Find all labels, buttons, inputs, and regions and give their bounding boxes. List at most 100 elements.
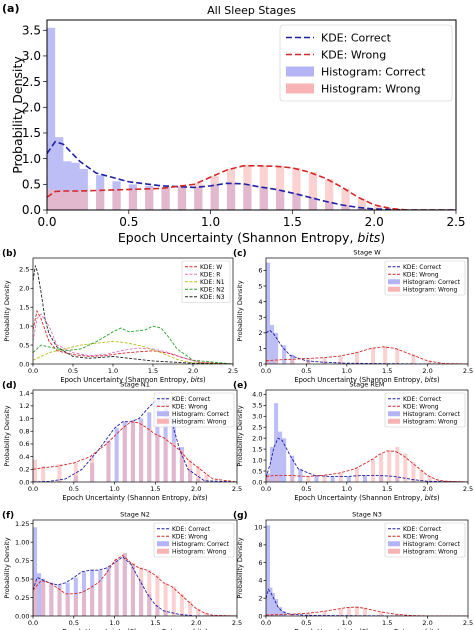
legend-entry: KDE: Wrong — [321, 48, 386, 61]
kde-line-n1 — [33, 340, 233, 364]
legend-entry: Histogram: Wrong — [403, 418, 458, 425]
axes-frame — [265, 389, 469, 483]
x-tick-label: 0.0 — [28, 485, 38, 493]
y-tick-label: 2.5 — [252, 424, 262, 432]
panel-d: 0.0 0.5 1.0 1.5 2.0 2.5 0.0 0.2 0.4 0.6 0.8 1.0 1.2 1… — [2, 381, 242, 503]
plot-area-e — [266, 403, 468, 482]
panel-title: Stage N3 — [352, 511, 382, 519]
legend-entry: KDE: Wrong — [403, 403, 439, 410]
y-tick-label: 0.5 — [22, 178, 41, 192]
axes-frame — [265, 257, 469, 365]
x-tick-label: 2.0 — [422, 367, 432, 375]
y-tick-label: 0.8 — [19, 428, 29, 436]
panel-label: (f) — [2, 511, 14, 521]
legend-entry: KDE: Wrong — [172, 533, 208, 540]
x-tick-label: 0.5 — [69, 619, 79, 627]
x-tick-label: 0.0 — [261, 619, 271, 627]
legend-swatch — [388, 411, 400, 417]
y-tick-label: 8 — [258, 541, 262, 549]
legend-entry: KDE: Wrong — [172, 403, 208, 410]
legend-swatch — [157, 548, 169, 554]
y-tick-label: 2 — [258, 329, 262, 337]
y-tick-label: 1.5 — [22, 126, 41, 140]
y-tick-label: 0.0 — [252, 478, 262, 486]
y-tick-label: 0.4 — [19, 453, 29, 461]
legend-swatch — [286, 66, 314, 77]
y-tick-label: 1.2 — [19, 402, 29, 410]
x-tick-label: 1.5 — [148, 367, 158, 375]
kde-line-r — [33, 313, 233, 364]
y-tick-label: 0.25 — [15, 594, 29, 602]
y-tick-label: 6 — [258, 559, 262, 567]
y-tick-label: 0.5 — [19, 341, 29, 349]
histogram-wrong-bars — [47, 164, 383, 210]
x-tick-label: 2.0 — [365, 215, 384, 229]
y-tick-label: 0.50 — [15, 575, 29, 583]
legend-swatch — [388, 286, 400, 292]
kde-line-correct — [266, 437, 468, 482]
x-tick-label: 0.0 — [28, 367, 38, 375]
x-tick-label: 1.5 — [150, 619, 160, 627]
y-tick-label: 1.5 — [252, 445, 262, 453]
panel-label: (e) — [233, 381, 247, 391]
legend-entry: KDE: Wrong — [403, 271, 439, 278]
y-tick-label: 0.6 — [19, 440, 29, 448]
x-tick-label: 0.0 — [37, 215, 56, 229]
y-tick-label: 0.0 — [22, 203, 41, 217]
panel-b: 0.0 0.5 1.0 1.5 2.0 2.5 0.0 0.5 1.0 1.5 2.0 2.5 Epoc… — [2, 249, 238, 384]
legend-entry: KDE: R — [200, 271, 220, 278]
x-tick-label: 2.5 — [463, 367, 473, 375]
x-tick-label: 2.5 — [463, 485, 473, 493]
y-tick-label: 1.0 — [252, 456, 262, 464]
histogram-correct-bars — [266, 403, 432, 482]
y-axis-label: Probability Density — [10, 56, 25, 174]
legend-entry: Histogram: Correct — [172, 541, 230, 548]
legend-swatch — [157, 411, 169, 417]
x-tick-label: 0.5 — [301, 367, 311, 375]
x-tick-label: 1.0 — [108, 367, 118, 375]
legend-entry: KDE: N2 — [200, 286, 225, 293]
panel-title: Stage N2 — [120, 511, 150, 519]
plot-area-b — [33, 265, 233, 364]
y-axis-label: Probability Density — [236, 280, 244, 341]
y-tick-label: 0.00 — [15, 612, 29, 620]
y-tick-label: 3.5 — [252, 402, 262, 410]
legend-swatch — [157, 418, 169, 424]
x-tick-label: 0.0 — [261, 485, 271, 493]
x-tick-label: 1.5 — [382, 367, 392, 375]
y-axis-label: Probability Density — [3, 280, 11, 341]
plot-area-c — [266, 262, 468, 364]
x-tick-label: 2.5 — [463, 619, 473, 627]
x-tick-label: 2.5 — [232, 485, 242, 493]
panel-a: 0.0 0.5 1.0 1.5 2.0 2.5 0.0 0.5 1.0 1.5 2.0 2.5 3.0 3… — [2, 2, 466, 245]
x-tick-label: 0.0 — [261, 367, 271, 375]
histogram-wrong-bars — [266, 446, 440, 482]
histogram-wrong-bars — [33, 419, 209, 482]
x-tick-label: 0.0 — [28, 619, 38, 627]
legend-entry: Histogram: Wrong — [172, 548, 227, 555]
y-tick-label: 2.5 — [22, 75, 41, 89]
x-tick-label: 1.5 — [283, 215, 302, 229]
histogram-wrong-bars — [33, 553, 209, 616]
y-tick-label: 0.5 — [252, 467, 262, 475]
x-tick-label: 1.5 — [382, 485, 392, 493]
axes-frame — [32, 389, 238, 483]
y-axis-label: Probability Density — [3, 537, 11, 598]
legend-swatch — [157, 541, 169, 547]
kde-line-correct — [266, 329, 468, 364]
x-axis-label: Epoch Uncertainty (Shannon Entropy, bits… — [294, 628, 440, 630]
legend-entry: KDE: Correct — [172, 396, 211, 403]
x-tick-label: 1.5 — [150, 485, 160, 493]
legend-entry: Histogram: Correct — [403, 279, 461, 286]
kde-line-w — [33, 309, 233, 364]
kde-line-wrong — [33, 421, 237, 482]
y-tick-label: 2.0 — [252, 434, 262, 442]
y-tick-label: 0.2 — [19, 466, 29, 474]
kde-line-correct — [33, 400, 237, 482]
y-axis-label: Probability Density — [236, 405, 244, 466]
y-tick-label: 4 — [258, 577, 262, 585]
y-tick-label: 3.0 — [22, 49, 41, 63]
